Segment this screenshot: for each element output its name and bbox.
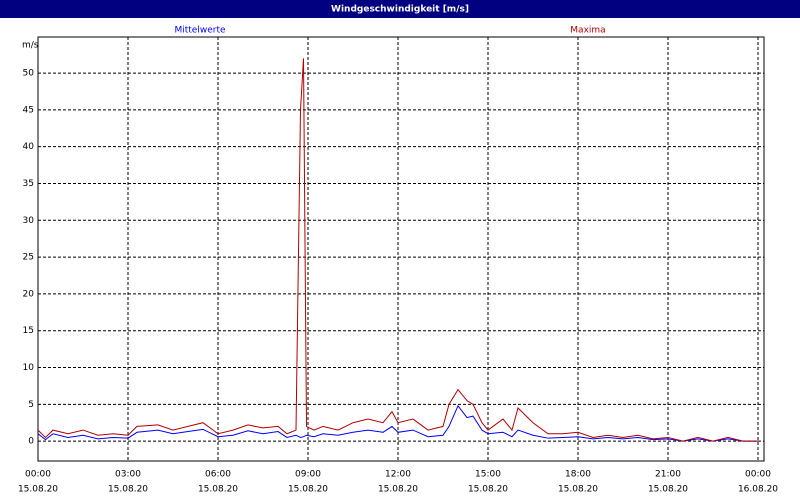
x-tick-label: 03:00 xyxy=(115,470,141,480)
x-tick-label: 18:00 xyxy=(565,470,591,480)
x-tick-date: 15.08.20 xyxy=(108,485,148,495)
y-tick-label: 30 xyxy=(23,216,35,226)
y-tick-label: 40 xyxy=(23,142,35,152)
x-tick-date: 16.08.20 xyxy=(738,485,778,495)
y-tick-label: 15 xyxy=(23,326,34,336)
data-line xyxy=(37,404,758,442)
y-tick-label: 50 xyxy=(23,69,35,79)
x-tick-date: 15.08.20 xyxy=(648,485,688,495)
x-tick-label: 12:00 xyxy=(385,470,411,480)
x-tick-label: 00:00 xyxy=(745,470,771,480)
y-tick-label: 25 xyxy=(23,253,34,263)
x-tick-date: 15.08.20 xyxy=(378,485,418,495)
x-tick-date: 15.08.20 xyxy=(18,485,58,495)
y-tick-label: 0 xyxy=(28,437,34,447)
y-tick-label: 20 xyxy=(23,289,35,299)
x-tick-date: 15.08.20 xyxy=(468,485,508,495)
data-line xyxy=(37,58,758,442)
y-tick-label: 10 xyxy=(23,363,35,373)
legend-entry: Mittelwerte xyxy=(174,26,225,36)
plot-frame xyxy=(37,36,765,462)
y-tick-label: 35 xyxy=(23,179,34,189)
x-tick-date: 15.08.20 xyxy=(288,485,328,495)
x-tick-date: 15.08.20 xyxy=(198,485,238,495)
title-bar xyxy=(0,0,800,18)
y-tick-label: 5 xyxy=(28,400,34,410)
legend-entry: Maxima xyxy=(570,26,605,36)
x-tick-label: 09:00 xyxy=(295,470,321,480)
x-tick-label: 15:00 xyxy=(475,470,501,480)
x-tick-label: 06:00 xyxy=(205,470,231,480)
y-unit: m/s xyxy=(22,41,39,51)
x-tick-date: 15.08.20 xyxy=(558,485,598,495)
x-tick-label: 00:00 xyxy=(25,470,51,480)
x-tick-label: 21:00 xyxy=(655,470,681,480)
y-tick-label: 45 xyxy=(23,105,34,115)
chart-title: Windgeschwindigkeit [m/s] xyxy=(331,5,469,15)
